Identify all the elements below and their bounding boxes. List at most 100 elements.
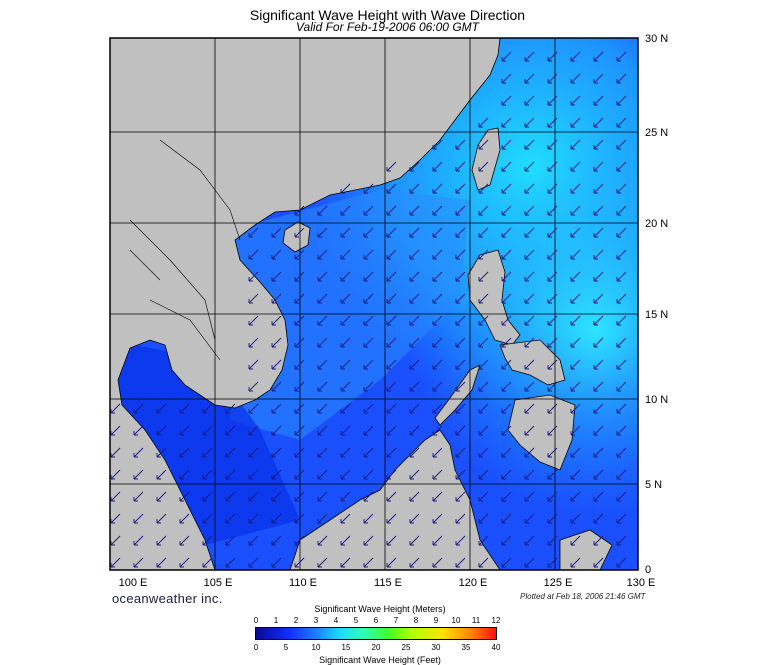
wave-arrow — [616, 315, 627, 326]
wave-arrow — [317, 205, 328, 216]
meter-tick: 9 — [433, 616, 439, 625]
wave-arrow — [340, 359, 351, 370]
wave-arrow — [524, 51, 535, 62]
meter-tick: 3 — [313, 616, 319, 625]
wave-arrow — [616, 447, 627, 458]
feet-tick: 35 — [461, 643, 471, 652]
wave-arrow — [501, 403, 512, 414]
wave-arrow — [248, 557, 259, 568]
wave-arrow — [616, 557, 627, 568]
wave-arrow — [225, 535, 236, 546]
wave-arrow — [524, 271, 535, 282]
wave-arrow — [524, 513, 535, 524]
wave-arrow — [294, 293, 305, 304]
wave-arrow — [248, 447, 259, 458]
wave-arrow — [570, 315, 581, 326]
wave-arrow — [409, 359, 420, 370]
wave-arrow — [501, 161, 512, 172]
wave-arrow — [133, 491, 144, 502]
wave-arrow — [478, 205, 489, 216]
wave-arrow — [363, 491, 374, 502]
wave-arrow — [317, 535, 328, 546]
wave-arrow — [110, 491, 121, 502]
wave-arrow — [455, 161, 466, 172]
wave-arrow — [432, 227, 443, 238]
wave-arrow — [248, 293, 259, 304]
wave-arrow — [501, 205, 512, 216]
wave-arrow — [570, 337, 581, 348]
wave-arrow — [248, 381, 259, 392]
wave-arrow — [501, 469, 512, 480]
wave-arrow — [524, 491, 535, 502]
wave-arrow — [271, 381, 282, 392]
wave-arrow — [271, 403, 282, 414]
wave-arrow — [363, 381, 374, 392]
wave-arrow — [478, 315, 489, 326]
wave-arrow — [501, 51, 512, 62]
wave-arrow — [455, 205, 466, 216]
wave-arrow — [570, 293, 581, 304]
wave-arrow — [248, 491, 259, 502]
wave-arrow — [455, 447, 466, 458]
wave-arrow — [524, 469, 535, 480]
meter-tick: 5 — [353, 616, 359, 625]
meter-tick: 10 — [451, 616, 461, 625]
wave-arrow — [501, 557, 512, 568]
wave-arrow — [616, 227, 627, 238]
wave-arrow — [616, 139, 627, 150]
wave-arrow — [225, 491, 236, 502]
wave-arrow — [501, 535, 512, 546]
wave-arrow — [110, 469, 121, 480]
wave-arrow — [547, 403, 558, 414]
visayas-islands — [499, 339, 566, 386]
lat-label-5: 5 N — [645, 479, 663, 491]
wave-arrow — [110, 425, 121, 436]
wave-arrow — [386, 491, 397, 502]
wave-arrow — [478, 403, 489, 414]
wave-arrow — [294, 491, 305, 502]
wave-arrow — [179, 403, 190, 414]
wave-arrow — [616, 205, 627, 216]
wave-arrow — [570, 513, 581, 524]
wave-arrow — [294, 535, 305, 546]
wave-arrow — [616, 425, 627, 436]
wave-arrow — [593, 271, 604, 282]
wave-arrow — [340, 491, 351, 502]
wave-arrow — [317, 359, 328, 370]
wave-arrow — [593, 425, 604, 436]
wave-arrow — [386, 425, 397, 436]
wave-arrow — [570, 73, 581, 84]
lat-label-10: 10 N — [645, 394, 669, 406]
wave-arrow — [340, 447, 351, 458]
wave-arrow — [110, 535, 121, 546]
wave-arrow — [363, 205, 374, 216]
wave-arrow — [317, 447, 328, 458]
wave-arrow — [409, 161, 420, 172]
wave-arrow — [271, 491, 282, 502]
wave-arrow — [593, 51, 604, 62]
wave-arrow — [409, 293, 420, 304]
wave-arrow — [386, 227, 397, 238]
wave-arrow — [501, 73, 512, 84]
wave-arrow — [248, 535, 259, 546]
wave-arrow — [110, 403, 121, 414]
wave-arrow — [179, 425, 190, 436]
wave-arrow — [455, 271, 466, 282]
wave-arrow — [547, 161, 558, 172]
wave-arrow — [593, 161, 604, 172]
colorbar-title-meters: Significant Wave Height (Meters) — [314, 604, 446, 614]
wave-arrow — [248, 337, 259, 348]
wave-arrow — [363, 425, 374, 436]
wave-arrow — [547, 117, 558, 128]
wave-arrow — [363, 227, 374, 238]
wave-arrow — [593, 403, 604, 414]
wave-arrow — [547, 469, 558, 480]
wave-arrow — [340, 227, 351, 238]
wave-arrow — [363, 403, 374, 414]
wave-arrow — [570, 425, 581, 436]
wave-arrow — [386, 513, 397, 524]
wave-arrow — [363, 315, 374, 326]
wave-arrow — [271, 469, 282, 480]
wave-arrow — [570, 139, 581, 150]
feet-tick: 30 — [431, 643, 441, 652]
